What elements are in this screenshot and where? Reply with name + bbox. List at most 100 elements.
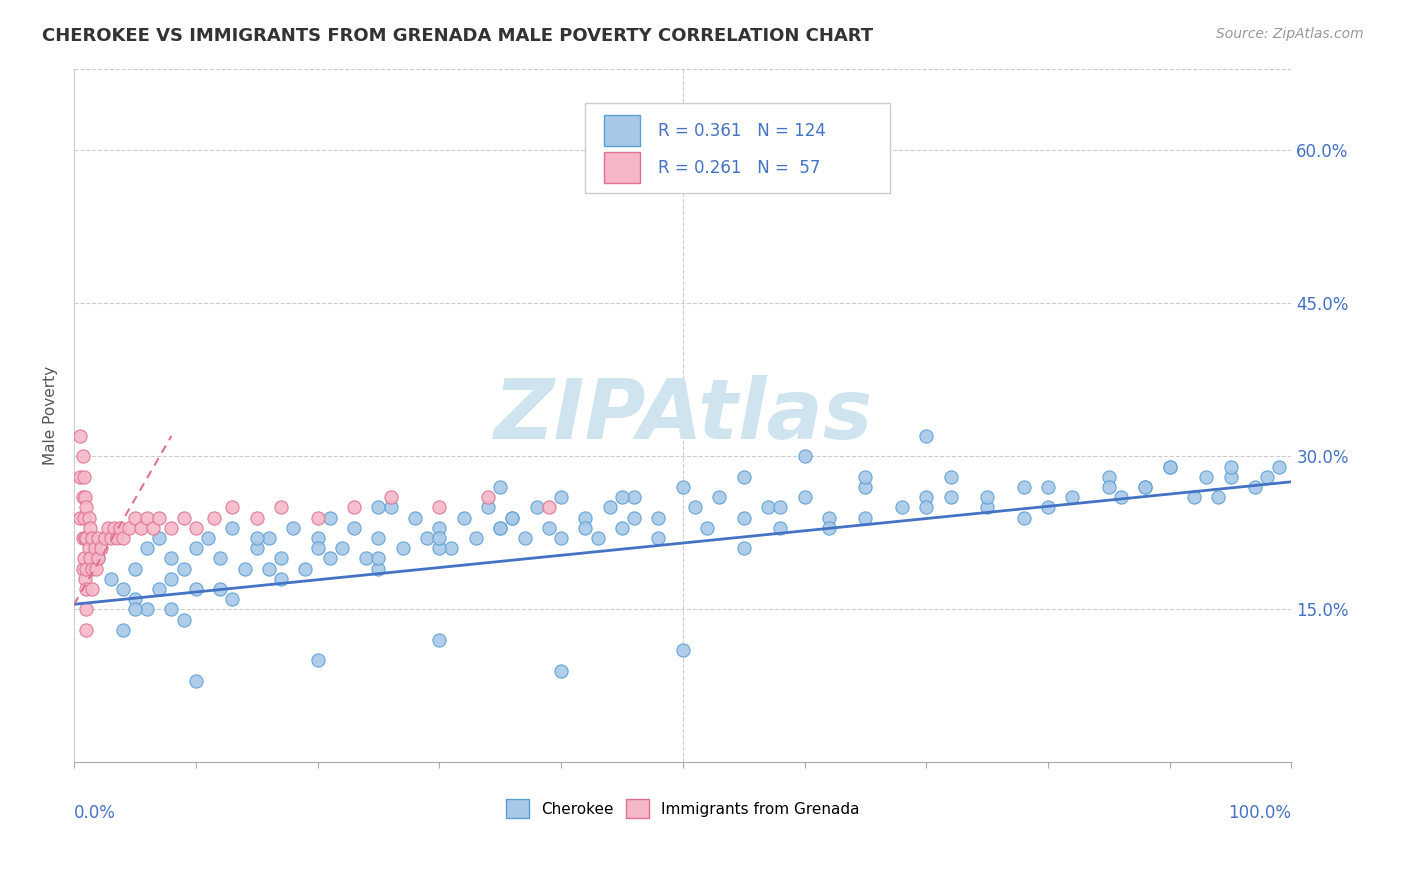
Point xyxy=(477,490,499,504)
Point xyxy=(82,531,104,545)
Point xyxy=(75,602,97,616)
Point xyxy=(1208,490,1230,504)
Point xyxy=(586,531,609,545)
Point xyxy=(103,521,125,535)
Point xyxy=(1135,480,1157,494)
Y-axis label: Male Poverty: Male Poverty xyxy=(44,366,58,465)
Point xyxy=(197,531,219,545)
Point xyxy=(87,531,110,545)
Point xyxy=(853,480,876,494)
Point xyxy=(111,623,134,637)
Point xyxy=(853,469,876,483)
Point xyxy=(1098,469,1121,483)
Point xyxy=(72,561,94,575)
Point xyxy=(1182,490,1205,504)
Point xyxy=(1098,480,1121,494)
Point xyxy=(105,531,128,545)
Point xyxy=(367,561,389,575)
Point xyxy=(939,469,962,483)
Point xyxy=(69,469,91,483)
Point xyxy=(72,531,94,545)
Point xyxy=(257,561,280,575)
Point xyxy=(87,551,110,566)
Point xyxy=(489,480,512,494)
Point xyxy=(380,490,402,504)
Point xyxy=(73,572,96,586)
Point xyxy=(513,531,536,545)
Point xyxy=(160,551,183,566)
Point xyxy=(574,510,596,524)
Point xyxy=(307,541,329,556)
Point xyxy=(184,541,207,556)
Point xyxy=(1159,459,1181,474)
Point xyxy=(501,510,523,524)
Point xyxy=(354,551,377,566)
Point xyxy=(79,521,101,535)
Point xyxy=(599,500,621,515)
Point xyxy=(1256,469,1278,483)
Point xyxy=(77,541,100,556)
Text: ZIPAtlas: ZIPAtlas xyxy=(494,375,873,456)
Point xyxy=(416,531,439,545)
Point xyxy=(124,561,146,575)
Point xyxy=(1109,490,1132,504)
Point xyxy=(82,582,104,596)
Point xyxy=(69,510,91,524)
Point xyxy=(343,521,366,535)
Point xyxy=(221,500,243,515)
Point xyxy=(77,510,100,524)
Point xyxy=(477,500,499,515)
Point xyxy=(915,490,938,504)
Point xyxy=(136,602,159,616)
Point xyxy=(75,582,97,596)
Point xyxy=(623,510,645,524)
Point xyxy=(75,623,97,637)
Point xyxy=(380,500,402,515)
Point xyxy=(623,490,645,504)
Point xyxy=(672,480,695,494)
Point xyxy=(124,602,146,616)
Point xyxy=(82,561,104,575)
Text: 100.0%: 100.0% xyxy=(1229,804,1292,822)
Point xyxy=(733,541,755,556)
Point xyxy=(124,592,146,607)
Point xyxy=(427,531,450,545)
Point xyxy=(1195,469,1218,483)
Point xyxy=(319,510,342,524)
Point xyxy=(148,510,170,524)
Point xyxy=(257,531,280,545)
Point xyxy=(367,531,389,545)
Point xyxy=(246,531,269,545)
Point xyxy=(610,490,633,504)
Point xyxy=(890,500,912,515)
Point xyxy=(111,531,134,545)
Point xyxy=(1036,500,1059,515)
Point xyxy=(489,521,512,535)
Point xyxy=(100,531,122,545)
Point xyxy=(270,500,292,515)
Point xyxy=(367,500,389,515)
Bar xyxy=(603,115,640,146)
Point xyxy=(270,551,292,566)
Text: Source: ZipAtlas.com: Source: ZipAtlas.com xyxy=(1216,27,1364,41)
Point xyxy=(72,490,94,504)
Point xyxy=(160,521,183,535)
Bar xyxy=(585,103,890,194)
Point xyxy=(79,551,101,566)
Point xyxy=(526,500,548,515)
Point xyxy=(184,673,207,688)
Point xyxy=(427,521,450,535)
Point xyxy=(550,531,572,545)
Point xyxy=(647,510,669,524)
Point xyxy=(148,531,170,545)
Point xyxy=(330,541,353,556)
Point xyxy=(769,500,792,515)
Point xyxy=(696,521,718,535)
Point xyxy=(1219,469,1241,483)
Point xyxy=(1244,480,1267,494)
Point xyxy=(793,490,815,504)
Point xyxy=(142,521,165,535)
Point xyxy=(647,531,669,545)
Point xyxy=(84,561,107,575)
Point xyxy=(136,541,159,556)
